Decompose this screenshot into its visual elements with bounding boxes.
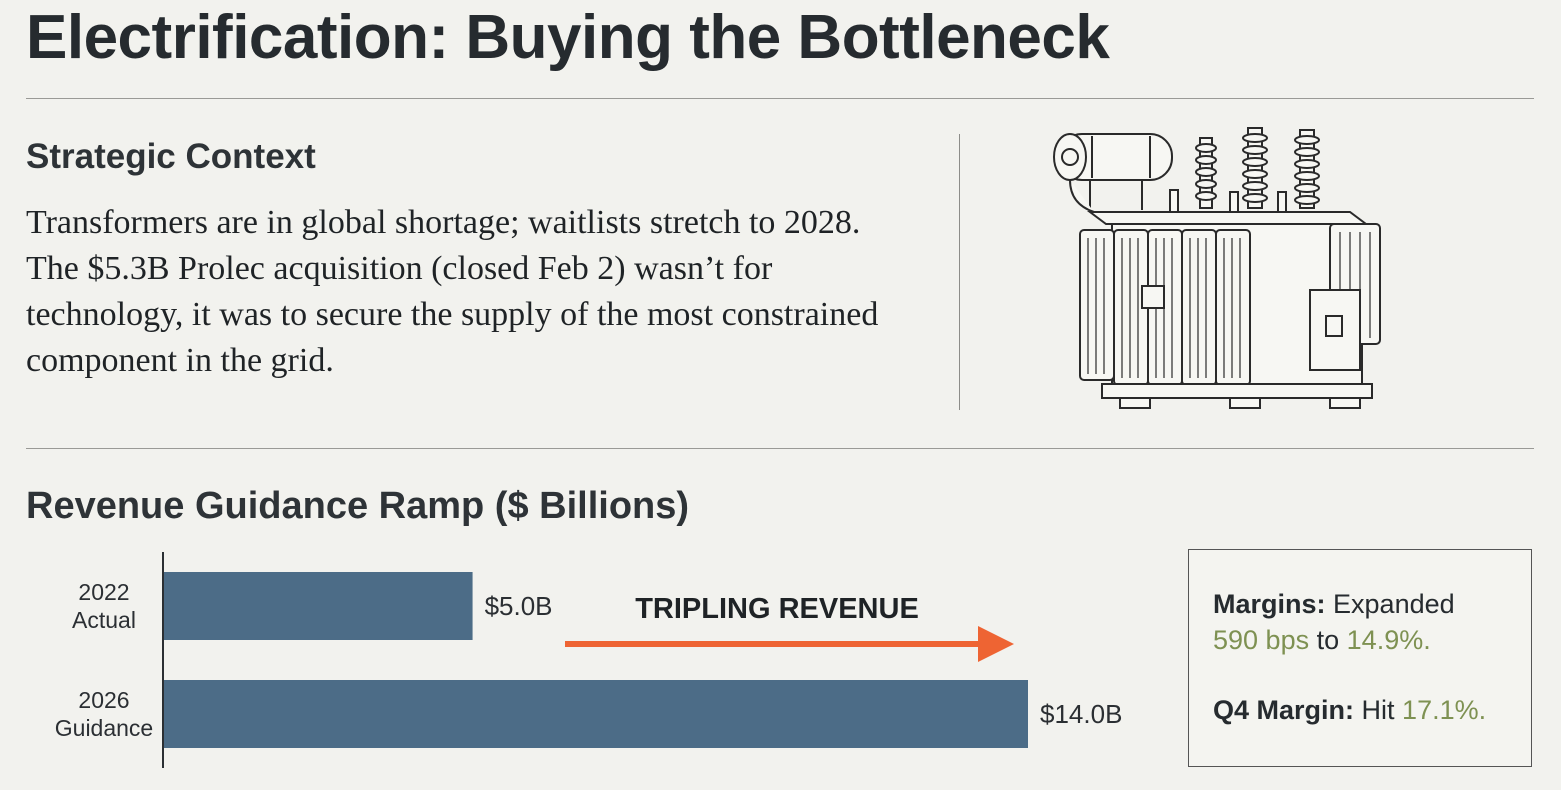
category-label-line: 2026 <box>78 687 129 713</box>
value-label-2022: $5.0B <box>485 591 553 621</box>
category-label-line: Guidance <box>55 715 153 741</box>
q4-label: Q4 Margin: <box>1213 695 1355 725</box>
revenue-bar-chart: $5.0B 2022 Actual $14.0B 2026 Guidance TRIPLI… <box>55 552 1122 768</box>
bar-2022 <box>164 572 473 640</box>
category-label-2026: 2026 Guidance <box>55 687 153 741</box>
category-label-line: Actual <box>72 607 136 633</box>
top-divider <box>26 98 1534 99</box>
q4-text: Hit <box>1361 695 1395 725</box>
margins-text: Expanded <box>1333 589 1455 619</box>
margin-callout-box: Margins: Expanded 590 bps to 14.9%. Q4 M… <box>1188 549 1532 767</box>
context-body: Transformers are in global shortage; wai… <box>26 204 879 379</box>
margins-bps: 590 bps <box>1213 625 1310 655</box>
bar-2026 <box>164 680 1028 748</box>
margins-value: 14.9%. <box>1346 625 1431 655</box>
q4-margin-line: Q4 Margin: Hit 17.1%. <box>1213 692 1531 728</box>
chart-title: Revenue Guidance Ramp ($ Billions) <box>26 485 690 527</box>
context-heading: Strategic Context <box>26 137 316 176</box>
page-title: Electrification: Buying the Bottleneck <box>26 3 1110 72</box>
q4-value: 17.1%. <box>1402 695 1487 725</box>
vertical-divider <box>959 134 960 410</box>
margins-line: Margins: Expanded 590 bps to 14.9%. <box>1213 586 1531 658</box>
tripling-revenue-label: TRIPLING REVENUE <box>635 593 919 625</box>
power-transformer-icon <box>1053 127 1381 409</box>
margins-label: Margins: <box>1213 589 1326 619</box>
middle-divider <box>26 448 1534 449</box>
category-label-2022: 2022 Actual <box>72 579 136 633</box>
category-label-line: 2022 <box>78 579 129 605</box>
value-label-2026: $14.0B <box>1040 699 1122 729</box>
margins-to: to <box>1316 625 1340 655</box>
